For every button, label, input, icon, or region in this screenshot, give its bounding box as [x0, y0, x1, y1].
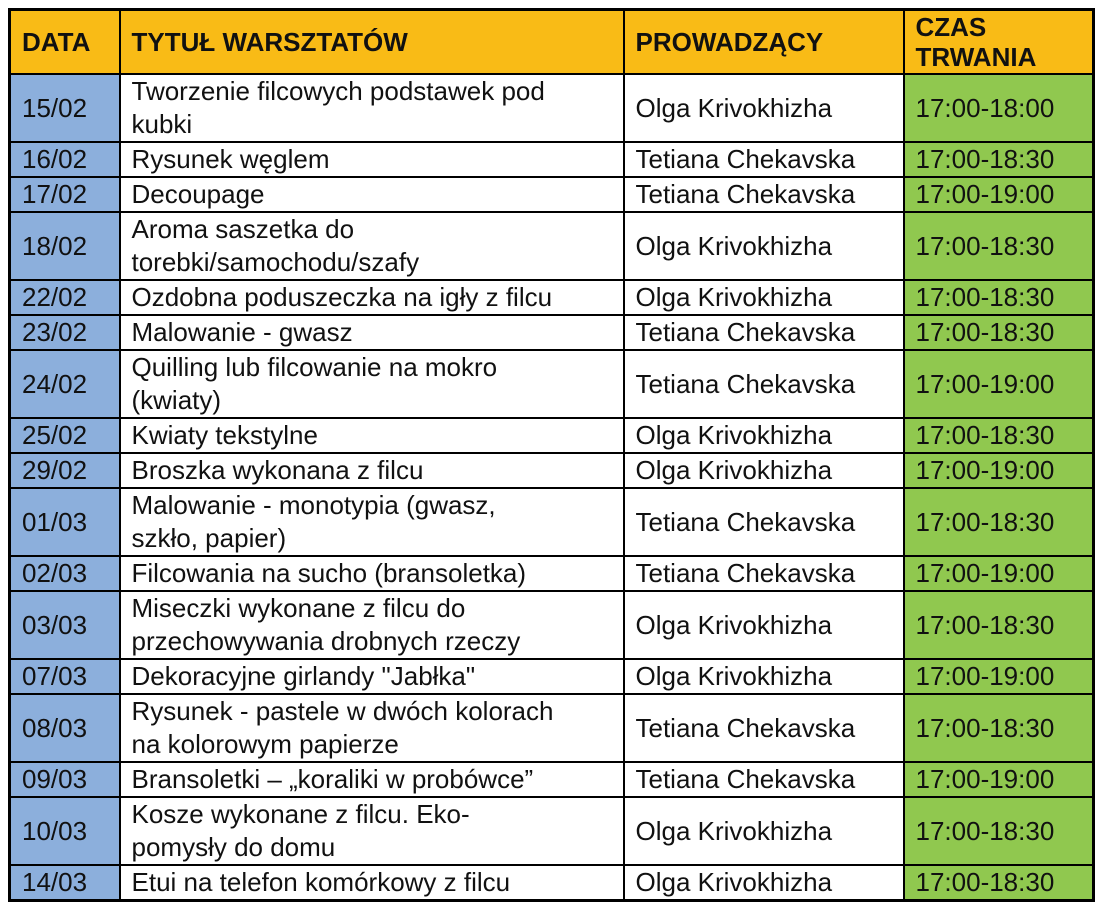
title-cell: Rysunek węglem [118, 141, 625, 178]
time-cell: 17:00-18:30 [902, 211, 1095, 281]
table-row: 02/03 Filcowania na sucho (bransoletka) … [8, 555, 1095, 592]
table-row: 03/03 Miseczki wykonane z filcu do przec… [8, 590, 1095, 660]
title-cell: Miseczki wykonane z filcu do przechowywa… [118, 590, 625, 660]
date-cell: 17/02 [8, 176, 121, 213]
instructor-cell: Olga Krivokhizha [622, 864, 905, 902]
time-cell: 17:00-19:00 [902, 761, 1095, 798]
table-row: 24/02 Quilling lub filcowanie na mokro (… [8, 349, 1095, 419]
title-cell: Malowanie - monotypia (gwasz, szkło, pap… [118, 487, 625, 557]
title-cell: Quilling lub filcowanie na mokro (kwiaty… [118, 349, 625, 419]
time-cell: 17:00-19:00 [902, 658, 1095, 695]
title-cell: Aroma saszetka do torebki/samochodu/szaf… [118, 211, 625, 281]
header-date: DATA [8, 8, 121, 75]
instructor-cell: Olga Krivokhizha [622, 211, 905, 281]
instructor-cell: Olga Krivokhizha [622, 796, 905, 866]
time-cell: 17:00-18:00 [902, 73, 1095, 143]
table-row: 17/02 Decoupage Tetiana Chekavska 17:00-… [8, 176, 1095, 213]
instructor-cell: Olga Krivokhizha [622, 658, 905, 695]
date-cell: 01/03 [8, 487, 121, 557]
instructor-cell: Tetiana Chekavska [622, 349, 905, 419]
date-cell: 23/02 [8, 314, 121, 351]
time-cell: 17:00-18:30 [902, 279, 1095, 316]
header-duration: CZAS TRWANIA [902, 8, 1095, 75]
instructor-cell: Tetiana Chekavska [622, 761, 905, 798]
title-cell: Rysunek - pastele w dwóch kolorach na ko… [118, 693, 625, 763]
title-cell: Dekoracyjne girlandy "Jabłka" [118, 658, 625, 695]
instructor-cell: Tetiana Chekavska [622, 693, 905, 763]
instructor-cell: Tetiana Chekavska [622, 555, 905, 592]
date-cell: 02/03 [8, 555, 121, 592]
instructor-cell: Tetiana Chekavska [622, 176, 905, 213]
header-row: DATA TYTUŁ WARSZTATÓW PROWADZĄCY CZAS TR… [8, 8, 1095, 75]
instructor-cell: Olga Krivokhizha [622, 73, 905, 143]
title-cell: Kosze wykonane z filcu. Eko- pomysły do … [118, 796, 625, 866]
time-cell: 17:00-18:30 [902, 141, 1095, 178]
date-cell: 15/02 [8, 73, 121, 143]
title-cell: Decoupage [118, 176, 625, 213]
table-row: 23/02 Malowanie - gwasz Tetiana Chekavsk… [8, 314, 1095, 351]
date-cell: 18/02 [8, 211, 121, 281]
table-row: 01/03 Malowanie - monotypia (gwasz, szkł… [8, 487, 1095, 557]
date-cell: 16/02 [8, 141, 121, 178]
time-cell: 17:00-18:30 [902, 864, 1095, 902]
instructor-cell: Olga Krivokhizha [622, 452, 905, 489]
time-cell: 17:00-18:30 [902, 693, 1095, 763]
date-cell: 09/03 [8, 761, 121, 798]
table-row: 07/03 Dekoracyjne girlandy "Jabłka" Olga… [8, 658, 1095, 695]
table-row: 16/02 Rysunek węglem Tetiana Chekavska 1… [8, 141, 1095, 178]
title-cell: Kwiaty tekstylne [118, 417, 625, 454]
table-row: 09/03 Bransoletki – „koraliki w probówce… [8, 761, 1095, 798]
time-cell: 17:00-18:30 [902, 417, 1095, 454]
time-cell: 17:00-18:30 [902, 487, 1095, 557]
date-cell: 24/02 [8, 349, 121, 419]
table-row: 15/02 Tworzenie filcowych podstawek pod … [8, 73, 1095, 143]
date-cell: 10/03 [8, 796, 121, 866]
date-cell: 14/03 [8, 864, 121, 902]
instructor-cell: Tetiana Chekavska [622, 314, 905, 351]
date-cell: 29/02 [8, 452, 121, 489]
title-cell: Tworzenie filcowych podstawek pod kubki [118, 73, 625, 143]
table-body: 15/02 Tworzenie filcowych podstawek pod … [8, 73, 1095, 902]
instructor-cell: Olga Krivokhizha [622, 590, 905, 660]
header-instructor: PROWADZĄCY [622, 8, 905, 75]
instructor-cell: Olga Krivokhizha [622, 417, 905, 454]
date-cell: 25/02 [8, 417, 121, 454]
title-cell: Broszka wykonana z filcu [118, 452, 625, 489]
date-cell: 03/03 [8, 590, 121, 660]
date-cell: 22/02 [8, 279, 121, 316]
instructor-cell: Olga Krivokhizha [622, 279, 905, 316]
time-cell: 17:00-18:30 [902, 796, 1095, 866]
time-cell: 17:00-18:30 [902, 590, 1095, 660]
title-cell: Filcowania na sucho (bransoletka) [118, 555, 625, 592]
time-cell: 17:00-18:30 [902, 314, 1095, 351]
table-row: 22/02 Ozdobna poduszeczka na igły z filc… [8, 279, 1095, 316]
title-cell: Ozdobna poduszeczka na igły z filcu [118, 279, 625, 316]
title-cell: Malowanie - gwasz [118, 314, 625, 351]
table-row: 25/02 Kwiaty tekstylne Olga Krivokhizha … [8, 417, 1095, 454]
instructor-cell: Tetiana Chekavska [622, 487, 905, 557]
date-cell: 07/03 [8, 658, 121, 695]
table-row: 08/03 Rysunek - pastele w dwóch kolorach… [8, 693, 1095, 763]
workshops-schedule-table: DATA TYTUŁ WARSZTATÓW PROWADZĄCY CZAS TR… [8, 8, 1095, 902]
header-workshop-title: TYTUŁ WARSZTATÓW [118, 8, 625, 75]
date-cell: 08/03 [8, 693, 121, 763]
table-row: 14/03 Etui na telefon komórkowy z filcu … [8, 864, 1095, 902]
time-cell: 17:00-19:00 [902, 176, 1095, 213]
table-row: 10/03 Kosze wykonane z filcu. Eko- pomys… [8, 796, 1095, 866]
instructor-cell: Tetiana Chekavska [622, 141, 905, 178]
time-cell: 17:00-19:00 [902, 452, 1095, 489]
table-row: 18/02 Aroma saszetka do torebki/samochod… [8, 211, 1095, 281]
table-row: 29/02 Broszka wykonana z filcu Olga Kriv… [8, 452, 1095, 489]
table-header: DATA TYTUŁ WARSZTATÓW PROWADZĄCY CZAS TR… [8, 8, 1095, 75]
title-cell: Etui na telefon komórkowy z filcu [118, 864, 625, 902]
title-cell: Bransoletki – „koraliki w probówce” [118, 761, 625, 798]
time-cell: 17:00-19:00 [902, 349, 1095, 419]
time-cell: 17:00-19:00 [902, 555, 1095, 592]
